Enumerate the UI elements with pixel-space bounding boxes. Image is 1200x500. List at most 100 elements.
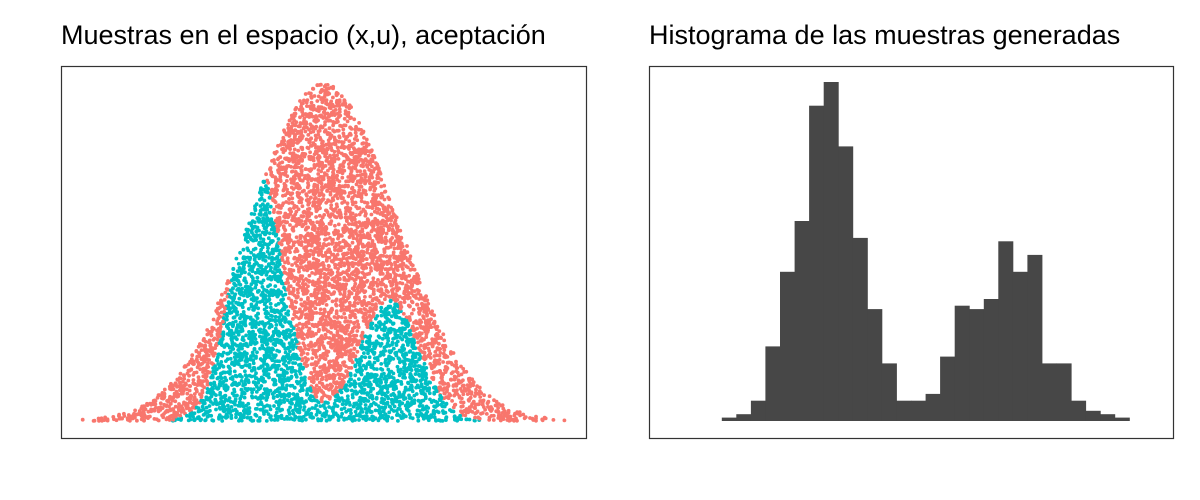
rejected-point <box>323 298 328 302</box>
accepted-point <box>368 389 373 394</box>
rejected-point <box>364 192 368 197</box>
rejected-point <box>323 120 327 124</box>
rejected-point <box>313 234 317 239</box>
accepted-point <box>246 378 251 383</box>
rejected-point <box>288 284 293 289</box>
accepted-point <box>288 349 292 354</box>
accepted-point <box>238 250 243 255</box>
rejected-point <box>164 417 169 422</box>
rejected-point <box>363 175 368 180</box>
rejected-point <box>308 156 312 161</box>
rejected-point <box>313 295 318 300</box>
rejected-point <box>309 248 313 253</box>
rejected-point <box>477 385 482 390</box>
rejected-point <box>330 164 335 169</box>
accepted-point <box>402 327 407 332</box>
rejected-point <box>303 92 308 96</box>
rejected-point <box>388 279 392 284</box>
rejected-point <box>355 329 360 333</box>
rejected-point <box>222 297 227 302</box>
accepted-point <box>229 405 234 409</box>
rejected-point <box>310 317 314 322</box>
accepted-point <box>199 417 204 422</box>
rejected-point <box>387 257 392 262</box>
rejected-point <box>347 244 352 248</box>
accepted-point <box>396 419 400 423</box>
rejected-point <box>330 238 335 243</box>
rejected-point <box>317 128 322 133</box>
accepted-point <box>210 418 215 423</box>
rejected-point <box>302 235 307 239</box>
rejected-point <box>442 348 447 352</box>
accepted-point <box>271 225 276 230</box>
rejected-point <box>303 307 307 312</box>
rejected-point <box>359 184 364 189</box>
accepted-point <box>265 205 269 210</box>
rejected-point <box>309 371 313 375</box>
rejected-point <box>215 310 219 314</box>
rejected-point <box>297 321 302 326</box>
rejected-point <box>344 369 349 374</box>
rejected-point <box>337 103 341 108</box>
accepted-point <box>392 404 397 409</box>
accepted-point <box>239 418 244 422</box>
rejected-point <box>309 143 313 148</box>
rejected-point <box>345 201 350 206</box>
rejected-point <box>282 266 287 271</box>
accepted-point <box>254 413 259 418</box>
rejected-point <box>300 189 305 194</box>
rejected-point <box>303 282 308 286</box>
rejected-point <box>344 137 348 142</box>
rejected-point <box>278 210 283 215</box>
accepted-point <box>395 413 399 417</box>
accepted-point <box>408 412 412 417</box>
rejected-point <box>394 215 399 220</box>
rejected-point <box>211 351 216 356</box>
rejected-point <box>367 262 372 267</box>
accepted-point <box>419 388 423 393</box>
rejected-point <box>334 385 339 390</box>
rejected-point <box>273 194 277 199</box>
accepted-point <box>397 348 402 353</box>
accepted-point <box>224 407 229 412</box>
accepted-point <box>299 396 304 401</box>
accepted-point <box>251 361 256 366</box>
rejected-point <box>312 369 317 374</box>
rejected-point <box>309 96 314 100</box>
accepted-point <box>424 411 429 416</box>
rejected-point <box>320 220 324 225</box>
rejected-point <box>335 145 340 150</box>
rejected-point <box>495 402 499 407</box>
accepted-point <box>285 383 289 388</box>
accepted-point <box>303 375 307 380</box>
rejected-point <box>334 297 339 302</box>
rejected-point <box>354 182 359 187</box>
rejected-point <box>405 250 410 255</box>
rejected-point <box>330 299 335 304</box>
accepted-point <box>214 407 218 412</box>
rejected-point <box>426 346 431 351</box>
rejected-point <box>310 356 315 361</box>
rejected-point <box>295 287 300 292</box>
accepted-point <box>416 364 421 368</box>
scatter-plot <box>60 65 588 440</box>
rejected-point <box>306 202 311 207</box>
accepted-point <box>241 404 246 409</box>
accepted-point <box>339 414 344 419</box>
rejected-point <box>333 244 338 249</box>
accepted-point <box>226 326 231 331</box>
rejected-point <box>309 231 314 236</box>
rejected-point <box>454 369 459 373</box>
rejected-point <box>406 296 410 301</box>
rejected-point <box>338 210 343 215</box>
rejected-point <box>491 413 496 418</box>
rejected-point <box>386 245 391 250</box>
rejected-point <box>307 91 311 95</box>
rejected-point <box>340 201 344 205</box>
rejected-point <box>415 278 420 282</box>
rejected-point <box>315 99 320 103</box>
rejected-point <box>304 137 309 142</box>
rejected-point <box>368 306 373 310</box>
rejected-point <box>349 190 353 195</box>
accepted-point <box>407 396 412 401</box>
